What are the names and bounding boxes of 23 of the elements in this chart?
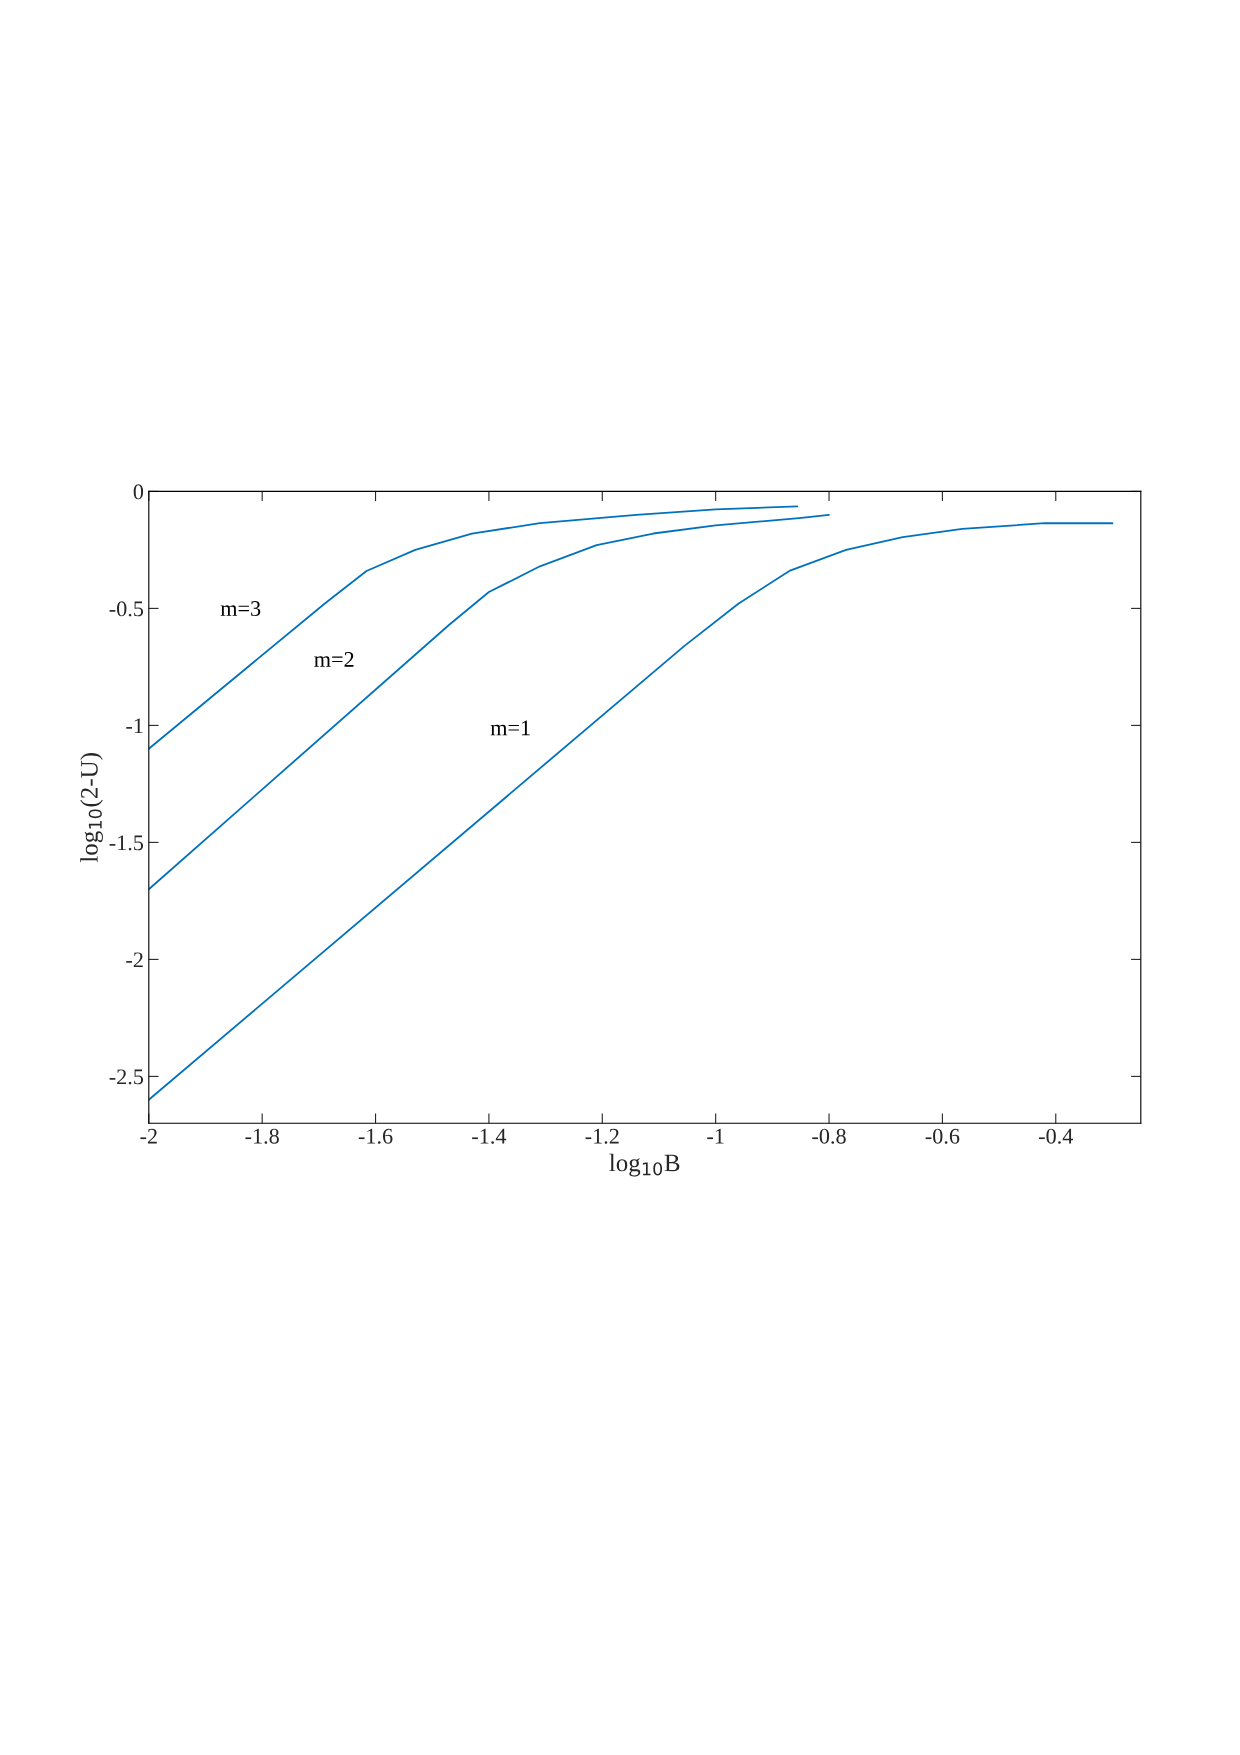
y-tick-label: -1.5 xyxy=(109,835,144,851)
x-tick-label: -0.6 xyxy=(925,1128,960,1144)
x-tick-label: -0.4 xyxy=(1039,1128,1074,1144)
y-tick-label: 0 xyxy=(133,484,144,500)
line-series xyxy=(148,513,830,891)
x-tick-label: -1.8 xyxy=(245,1128,279,1144)
line-series xyxy=(148,522,1114,1101)
y-tick-label: -2.5 xyxy=(109,1069,144,1085)
x-tick-label: -1.2 xyxy=(585,1128,619,1144)
line-series xyxy=(148,505,799,750)
series-label: m=2 xyxy=(314,651,354,667)
x-tick-label: -1.6 xyxy=(358,1128,393,1144)
x-axis-title: log$_{10}$B xyxy=(609,1153,680,1177)
y-axis-title: log$_{10}$(2-U) xyxy=(80,753,103,863)
x-tick-label: -1.4 xyxy=(472,1128,507,1144)
series-label: m=1 xyxy=(490,720,530,736)
x-tick-label: -0.8 xyxy=(812,1128,846,1144)
y-tick-label: -1 xyxy=(126,718,143,734)
x-tick-label: -2 xyxy=(140,1128,157,1144)
series-label: m=3 xyxy=(220,601,261,617)
y-tick-label: -2 xyxy=(126,952,143,968)
x-tick-label: -1 xyxy=(707,1128,724,1144)
y-tick-label: -0.5 xyxy=(109,601,144,617)
